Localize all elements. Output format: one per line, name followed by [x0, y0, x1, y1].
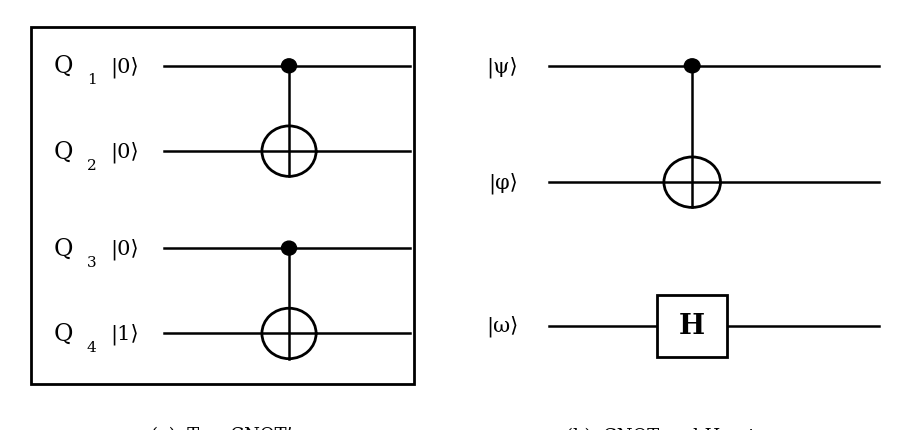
Text: (b)  CNOT and H gates: (b) CNOT and H gates	[566, 427, 775, 430]
Circle shape	[664, 158, 720, 208]
Text: |0⟩: |0⟩	[110, 238, 139, 259]
Text: H: H	[680, 313, 705, 339]
Circle shape	[262, 126, 316, 177]
Text: |0⟩: |0⟩	[110, 141, 139, 163]
Text: Q: Q	[53, 140, 73, 163]
Text: 3: 3	[87, 255, 97, 269]
Text: Q: Q	[53, 55, 73, 78]
Text: |ψ⟩: |ψ⟩	[487, 56, 518, 77]
Text: Q: Q	[53, 322, 73, 345]
Text: 4: 4	[87, 340, 97, 354]
Bar	[658, 295, 727, 357]
Circle shape	[282, 60, 296, 74]
Text: Q: Q	[53, 237, 73, 260]
Circle shape	[684, 60, 700, 74]
Text: |φ⟩: |φ⟩	[488, 172, 518, 194]
Text: |ω⟩: |ω⟩	[486, 315, 518, 337]
Circle shape	[282, 242, 296, 255]
Text: (a)  Two CNOT’s: (a) Two CNOT’s	[151, 427, 302, 430]
Text: 2: 2	[87, 158, 97, 172]
Text: 1: 1	[87, 73, 97, 87]
Circle shape	[262, 309, 316, 359]
Text: |0⟩: |0⟩	[110, 56, 139, 77]
Text: |1⟩: |1⟩	[110, 323, 139, 344]
